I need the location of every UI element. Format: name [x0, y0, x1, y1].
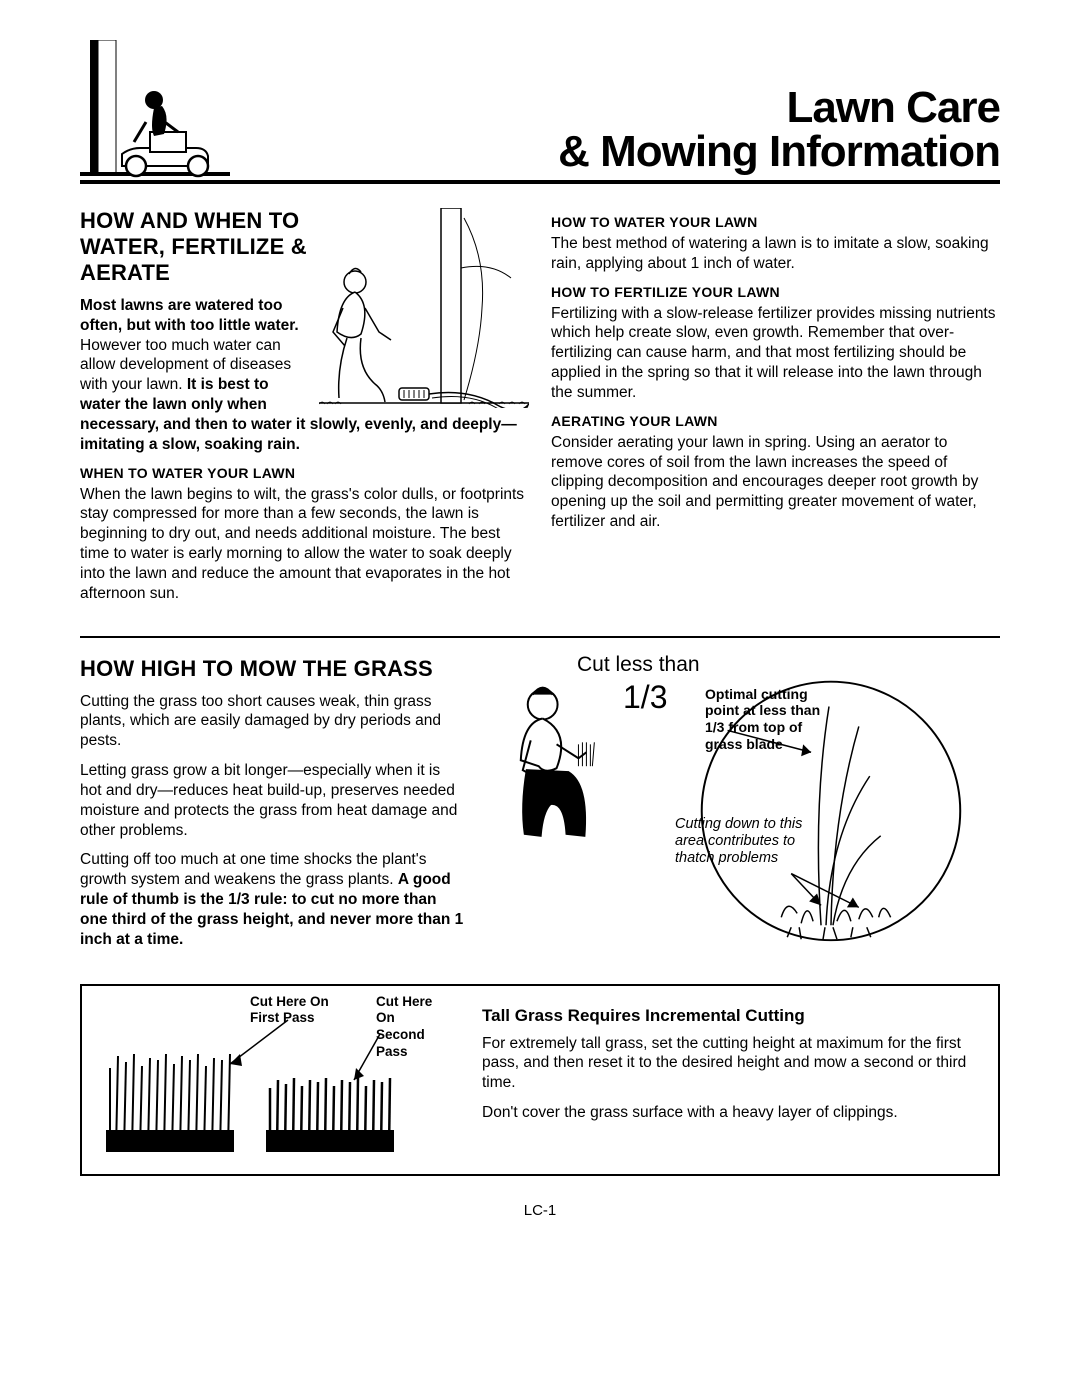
- label-one-third: 1/3: [623, 678, 667, 716]
- section-divider: [80, 636, 1000, 638]
- page-header: Lawn Care & Mowing Information: [80, 40, 1000, 184]
- p-when-water: When the lawn begins to wilt, the grass'…: [80, 485, 529, 604]
- label-optimal: Optimal cutting point at less than 1/3 f…: [705, 686, 835, 753]
- p-how-water: The best method of watering a lawn is to…: [551, 234, 1000, 274]
- mow-p3a: Cutting off too much at one time shocks …: [80, 851, 426, 888]
- section-mow-height: HOW HIGH TO MOW THE GRASS Cutting the gr…: [80, 656, 1000, 960]
- label-cut-less-than: Cut less than: [577, 652, 700, 677]
- label-second-pass: Cut Here On Second Pass: [376, 994, 446, 1062]
- page-title: Lawn Care & Mowing Information: [230, 86, 1000, 174]
- tall-grass-illustration: Cut Here On First Pass Cut Here On Secon…: [100, 1000, 460, 1160]
- sprinkler-illustration: [319, 208, 529, 408]
- subhead-fertilize: HOW TO FERTILIZE YOUR LAWN: [551, 284, 1000, 300]
- p-fertilize: Fertilizing with a slow-release fertiliz…: [551, 304, 1000, 403]
- box-p2: Don't cover the grass surface with a hea…: [482, 1103, 980, 1123]
- subhead-when-water: WHEN TO WATER YOUR LAWN: [80, 465, 529, 481]
- rider-mower-illustration: [80, 40, 230, 180]
- subhead-aerate: AERATING YOUR LAWN: [551, 413, 1000, 429]
- incremental-cutting-box: Cut Here On First Pass Cut Here On Secon…: [80, 984, 1000, 1176]
- mow-p3: Cutting off too much at one time shocks …: [80, 850, 465, 949]
- page-number: LC-1: [80, 1202, 1000, 1219]
- label-thatch: Cutting down to this area contributes to…: [675, 816, 835, 868]
- mow-diagram: Cut less than 1/3 Optimal cutting point …: [483, 656, 1000, 946]
- mow-p2: Letting grass grow a bit longer—especial…: [80, 761, 465, 840]
- p-aerate: Consider aerating your lawn in spring. U…: [551, 433, 1000, 532]
- subhead-how-water: HOW TO WATER YOUR LAWN: [551, 214, 1000, 230]
- label-first-pass: Cut Here On First Pass: [250, 994, 350, 1028]
- section-water-fertilize-aerate: HOW AND WHEN TO WATER, FERTILIZE & AERAT…: [80, 208, 1000, 614]
- intro-bold-1: Most lawns are watered too often, but wi…: [80, 297, 299, 334]
- box-heading: Tall Grass Requires Incremental Cutting: [482, 1006, 980, 1026]
- box-p1: For extremely tall grass, set the cuttin…: [482, 1034, 980, 1093]
- mow-p1: Cutting the grass too short causes weak,…: [80, 692, 465, 751]
- section2-heading: HOW HIGH TO MOW THE GRASS: [80, 656, 465, 682]
